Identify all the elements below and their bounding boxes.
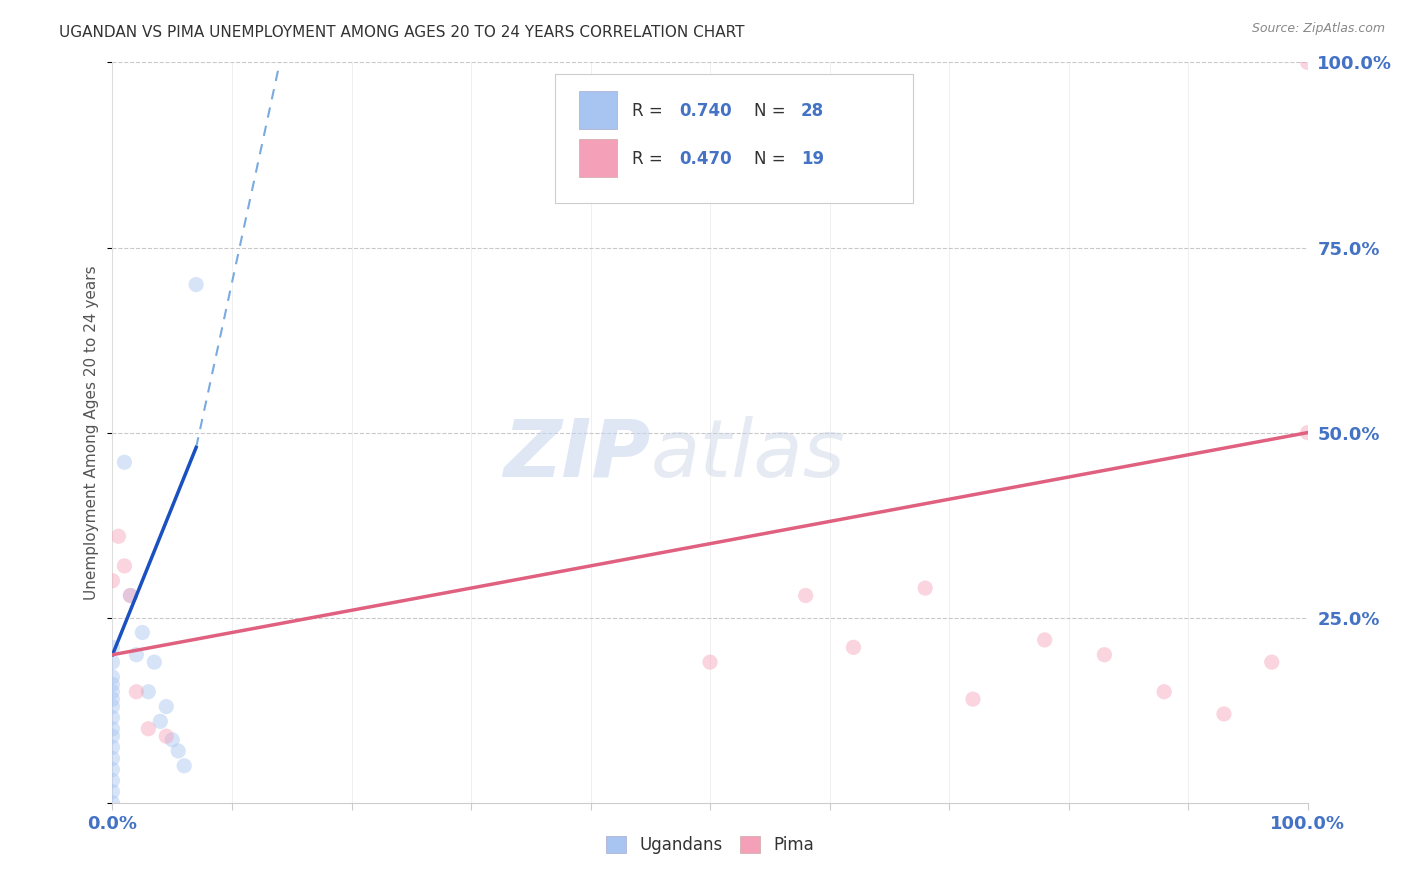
Point (101, 670, 124, 684)
Point (101, 655, 124, 669)
Bar (579, 91, 617, 129)
Point (101, 773, 124, 788)
Point (138, 685, 160, 699)
Legend: Ugandans, Pima: Ugandans, Pima (600, 830, 820, 861)
Point (143, 655, 166, 669)
Point (101, 722, 124, 736)
Text: 19: 19 (801, 150, 824, 168)
Text: Source: ZipAtlas.com: Source: ZipAtlas.com (1251, 22, 1385, 36)
Point (101, 574, 124, 588)
Point (186, 277, 208, 292)
Point (101, 763, 124, 777)
Point (1296, 425, 1319, 440)
Point (125, 685, 148, 699)
Point (131, 625, 153, 640)
Point (101, 699, 124, 714)
Point (101, 640, 124, 655)
Point (101, 740, 124, 755)
Point (107, 529, 129, 543)
Point (114, 558, 135, 573)
Point (101, 711, 124, 725)
Point (162, 732, 183, 747)
Point (842, 640, 865, 655)
Point (1261, 655, 1284, 669)
Y-axis label: Unemployment Among Ages 20 to 24 years: Unemployment Among Ages 20 to 24 years (84, 265, 100, 600)
Point (1153, 685, 1175, 699)
Text: 0.470: 0.470 (679, 150, 731, 168)
Point (699, 655, 721, 669)
Point (101, 796, 124, 810)
Point (125, 648, 148, 662)
Point (101, 685, 124, 699)
Text: atlas: atlas (651, 416, 845, 494)
Point (101, 692, 124, 706)
Point (1213, 706, 1236, 721)
Point (1094, 648, 1116, 662)
Point (167, 744, 190, 758)
Point (120, 589, 142, 603)
Point (794, 589, 817, 603)
Point (101, 677, 124, 691)
Text: N =: N = (754, 150, 792, 168)
Point (120, 589, 142, 603)
Point (101, 751, 124, 765)
Text: 0.740: 0.740 (679, 102, 731, 120)
Point (114, 455, 135, 469)
FancyBboxPatch shape (554, 73, 914, 203)
Point (101, 785, 124, 799)
Bar (579, 138, 617, 178)
Point (155, 699, 177, 714)
Point (1296, 55, 1319, 70)
Point (1033, 632, 1056, 647)
Point (914, 581, 936, 595)
Text: ZIP: ZIP (503, 416, 651, 494)
Point (149, 714, 172, 729)
Point (138, 722, 160, 736)
Point (101, 729, 124, 743)
Text: R =: R = (633, 102, 668, 120)
Point (155, 729, 177, 743)
Point (962, 692, 984, 706)
Text: 28: 28 (801, 102, 824, 120)
Point (173, 758, 195, 772)
Text: UGANDAN VS PIMA UNEMPLOYMENT AMONG AGES 20 TO 24 YEARS CORRELATION CHART: UGANDAN VS PIMA UNEMPLOYMENT AMONG AGES … (59, 26, 744, 40)
Text: R =: R = (633, 150, 668, 168)
Text: N =: N = (754, 102, 792, 120)
